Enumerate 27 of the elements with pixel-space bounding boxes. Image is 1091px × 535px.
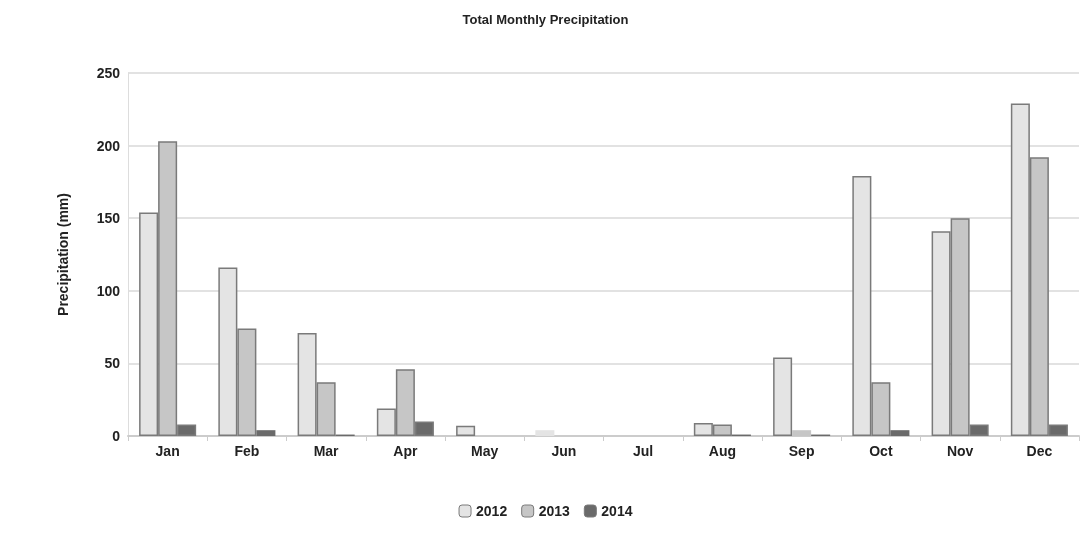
bar [256,430,276,436]
bar [456,425,476,436]
y-tick-label: 200 [96,137,121,154]
x-tick-label: Jul [633,443,654,459]
x-tick-label: Apr [393,443,418,459]
bar [890,430,910,436]
chart-title: Total Monthly Precipitation [462,12,629,27]
legend-label: 2012 [476,503,508,519]
x-tick-label: Jan [155,443,180,459]
x-tick-label: Mar [313,443,340,459]
y-tick-label: 250 [96,65,121,81]
legend-label: 2014 [601,503,633,519]
x-tick-label: May [471,443,499,459]
bar [535,430,555,436]
y-tick-label: 0 [112,428,121,444]
y-tick-label: 150 [96,210,121,227]
y-axis-title: Precipitation (mm) [55,193,71,316]
x-tick-label: Sep [788,443,815,459]
x-tick-label: Nov [946,443,974,459]
x-tick-label: Jun [551,443,577,459]
x-tick-label: Feb [234,443,260,459]
y-tick-label: 100 [96,282,121,299]
x-tick-label: Aug [708,443,736,459]
legend-label: 2013 [538,503,571,519]
y-tick-label: 50 [104,355,121,372]
x-tick-label: Dec [1026,443,1053,459]
x-tick-label: Oct [869,443,893,459]
